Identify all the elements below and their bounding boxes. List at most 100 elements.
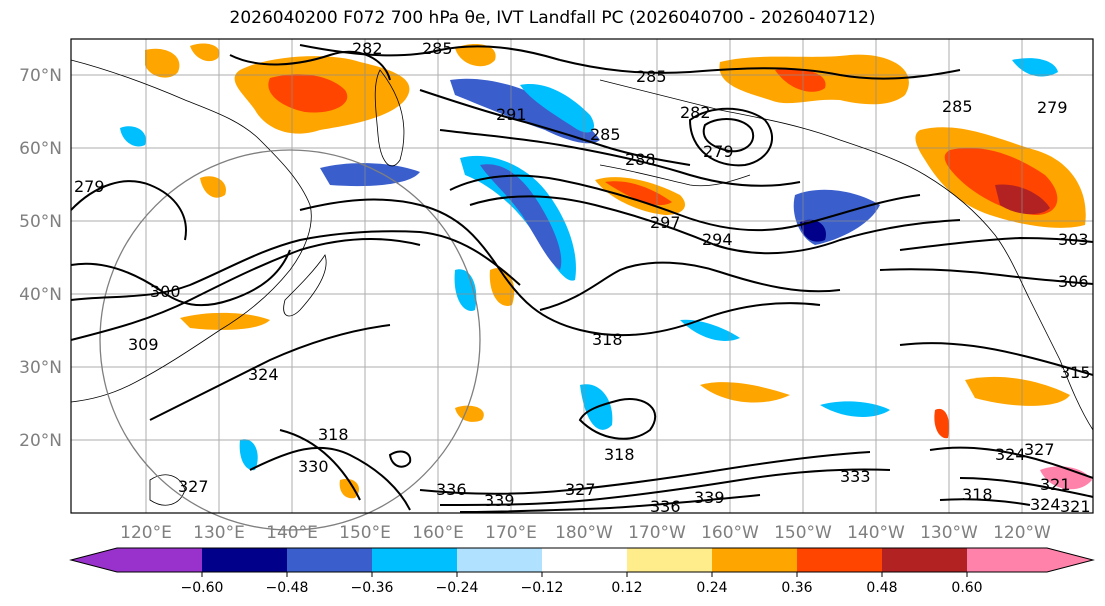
contour-label: 294 — [702, 230, 733, 249]
negative-patch — [820, 401, 890, 417]
contour-label: 288 — [625, 150, 656, 169]
contour-label: 282 — [680, 103, 711, 122]
colorbar-tick-label: −0.60 — [181, 580, 224, 596]
lat-label: 40°N — [19, 285, 62, 305]
contour-label: 318 — [962, 485, 993, 504]
map-border — [70, 38, 1094, 514]
colorbar-tick-label: 0.12 — [611, 580, 642, 596]
contour-318 — [539, 261, 841, 311]
contour-333 — [439, 468, 891, 506]
lon-label: 140°W — [847, 523, 905, 543]
contour-label: 291 — [496, 105, 527, 124]
coast-kamchatka — [374, 69, 405, 167]
negative-patch — [1012, 58, 1058, 77]
contour-label: 327 — [178, 477, 209, 496]
lat-label: 20°N — [19, 431, 62, 451]
shaded-anomalies — [120, 43, 1092, 499]
contour-label: 318 — [592, 330, 623, 349]
negative-patch — [480, 164, 562, 270]
contour-label: 303 — [1058, 230, 1089, 249]
contour-label: 339 — [694, 488, 725, 507]
contour-label: 306 — [1058, 272, 1089, 291]
contour-324 — [929, 446, 1094, 479]
coast-aleutians — [599, 164, 751, 187]
lat-label: 30°N — [19, 358, 62, 378]
colorbar-segment — [882, 548, 967, 572]
contour-318 — [279, 429, 361, 501]
colorbar: −0.60 −0.48 −0.36 −0.24 −0.12 0.12 0.24 … — [69, 547, 1095, 596]
positive-patch — [700, 382, 790, 403]
contour-306 — [879, 268, 1094, 285]
contour-label: 279 — [1037, 98, 1068, 117]
lon-label: 130°W — [920, 523, 978, 543]
colorbar-extend-left — [71, 548, 117, 572]
positive-patch — [180, 312, 270, 330]
lon-label: 180°W — [555, 523, 613, 543]
contour-label: 279 — [74, 177, 105, 196]
contour-label: 324 — [248, 365, 279, 384]
lat-label: 60°N — [19, 139, 62, 159]
positive-patch-core — [268, 74, 348, 113]
contour-label-group: 282 285 285 291 285 288 282 279 297 294 … — [74, 39, 1091, 516]
contour-label: 324 — [1030, 495, 1061, 514]
contour-west-loop — [70, 180, 187, 241]
positive-patch — [455, 405, 484, 422]
negative-patch — [454, 269, 477, 311]
contour-label: 321 — [1040, 475, 1071, 494]
lon-label: 120°W — [993, 523, 1051, 543]
contour-285 — [299, 44, 561, 61]
coast-alaska — [599, 79, 1031, 301]
contour-nested — [702, 118, 755, 153]
contour-291 — [419, 89, 691, 166]
latitude-labels: 70°N 60°N 50°N 40°N 30°N 20°N — [19, 66, 62, 451]
colorbar-segment — [372, 548, 457, 572]
contour-309 — [70, 237, 421, 341]
contour-label: 315 — [1060, 363, 1091, 382]
coastlines — [70, 59, 1094, 506]
contour-label: 285 — [636, 67, 667, 86]
positive-patch — [455, 44, 496, 67]
contour-330 — [249, 446, 411, 511]
contour-324 — [149, 324, 391, 421]
colorbar-segment — [542, 548, 627, 572]
positive-patch — [489, 268, 515, 306]
contour-282 — [229, 50, 391, 81]
colorbar-ticks — [201, 572, 968, 577]
contour-label: 324 — [995, 445, 1026, 464]
coast-na-west — [1029, 299, 1094, 431]
positive-patch-core — [605, 181, 672, 206]
negative-patch — [120, 126, 146, 147]
positive-patch — [934, 408, 950, 439]
contour-label: 285 — [590, 125, 621, 144]
plot-title: 2026040200 F072 700 hPa θe, IVT Landfall… — [229, 8, 876, 28]
contour-label: 282 — [352, 39, 383, 58]
contour-label: 318 — [604, 445, 635, 464]
contour-label: 297 — [650, 213, 681, 232]
contour-297 — [449, 174, 921, 232]
colorbar-tick-label: 0.24 — [696, 580, 727, 596]
contour-mid — [299, 198, 821, 337]
contour-label: 327 — [565, 480, 596, 499]
colorbar-extend-right — [1047, 548, 1093, 572]
positive-patch — [339, 478, 360, 499]
contour-label: 321 — [1060, 497, 1091, 516]
lon-label: 170°E — [485, 523, 537, 543]
longitude-labels: 120°E 130°E 140°E 150°E 160°E 170°E 180°… — [120, 523, 1051, 543]
contour-label: 318 — [318, 425, 349, 444]
contour-288 — [439, 129, 801, 187]
contour-300 — [70, 249, 291, 307]
coast-philippines — [149, 474, 186, 506]
colorbar-tick-label: 0.48 — [866, 580, 897, 596]
contour-label: 285 — [422, 39, 453, 58]
lat-label: 50°N — [19, 212, 62, 232]
contour-nested — [688, 107, 774, 167]
colorbar-tick-label: −0.24 — [436, 580, 479, 596]
colorbar-segment — [117, 548, 202, 572]
positive-patch — [145, 48, 180, 78]
colorbar-tick-label: 0.36 — [781, 580, 812, 596]
negative-patch — [450, 78, 600, 144]
colorbar-segment — [967, 548, 1047, 572]
contour-303 — [899, 236, 1094, 251]
colorbar-tick-label: −0.48 — [266, 580, 309, 596]
